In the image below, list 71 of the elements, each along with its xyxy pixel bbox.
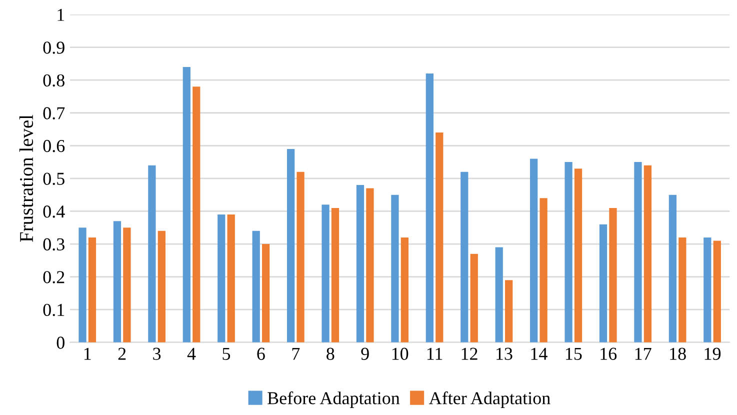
bar: [540, 198, 548, 342]
bar: [530, 158, 538, 342]
y-tick-label: 0.3: [43, 238, 64, 251]
legend-label: Before Adaptation: [268, 391, 400, 408]
y-tick-label: 0: [56, 336, 64, 349]
x-tick-label: 14: [531, 348, 548, 360]
x-tick-label: 13: [496, 348, 512, 360]
x-tick-label: 11: [427, 348, 442, 360]
x-tick-label: 19: [704, 348, 721, 360]
y-tick-label: 0.6: [43, 140, 65, 152]
bar: [470, 254, 478, 342]
y-tick-label: 0.4: [43, 205, 65, 218]
bar: [262, 244, 270, 342]
y-tick-label: 0.1: [43, 304, 64, 316]
bar: [78, 228, 86, 342]
x-tick-label: 16: [600, 348, 617, 360]
bar: [331, 208, 340, 342]
y-tick-label: 0.7: [43, 107, 65, 120]
bar: [113, 221, 122, 342]
bar: [296, 172, 304, 342]
bar: [88, 237, 96, 342]
x-tick-label: 17: [635, 348, 652, 360]
x-tick-label: 8: [326, 348, 334, 360]
x-tick-label: 3: [153, 348, 161, 360]
bar: [609, 208, 617, 342]
bar: [182, 66, 190, 342]
x-tick-label: 12: [462, 348, 478, 360]
bar: [252, 230, 260, 342]
bar: [668, 194, 677, 342]
bar: [391, 194, 399, 342]
y-tick-label: 1: [58, 8, 64, 21]
y-tick-label: 0.8: [43, 74, 64, 87]
bar: [704, 237, 712, 342]
bar: [564, 162, 572, 342]
y-tick-label: 0.2: [43, 271, 64, 284]
x-tick-label: 18: [670, 348, 686, 360]
bar: [634, 162, 642, 342]
x-tick-label: 2: [118, 348, 126, 360]
bar: [574, 168, 582, 342]
bar: [713, 240, 721, 342]
bar: [436, 132, 444, 342]
bar: [356, 185, 364, 342]
bar: [158, 230, 166, 342]
bar: [400, 237, 408, 342]
bar: [123, 228, 131, 342]
x-tick-label: 7: [292, 348, 300, 360]
x-tick-label: 1: [84, 348, 91, 360]
x-tick-label: 10: [392, 348, 408, 360]
bar: [505, 280, 513, 342]
x-tick-label: 4: [187, 348, 196, 360]
bar: [148, 165, 156, 342]
bar: [495, 247, 503, 342]
bar: [426, 74, 434, 342]
bar: [322, 204, 330, 342]
x-tick-label: 5: [222, 348, 230, 360]
bar: [218, 214, 226, 342]
legend-label: After Adaptation: [428, 391, 550, 408]
bar: [678, 237, 686, 342]
bar: [460, 172, 468, 342]
y-axis-title: Frustration level: [19, 114, 34, 242]
bar: [227, 214, 235, 342]
x-tick-label: 15: [566, 348, 582, 360]
bar: [286, 148, 295, 342]
x-tick-label: 9: [361, 348, 369, 360]
y-tick-label: 0.9: [43, 42, 64, 54]
x-tick-label: 6: [257, 348, 265, 360]
bar: [366, 188, 374, 342]
bar: [644, 165, 652, 342]
y-tick-label: 0.5: [43, 172, 64, 185]
bar: [599, 224, 608, 342]
bar: [192, 86, 200, 342]
